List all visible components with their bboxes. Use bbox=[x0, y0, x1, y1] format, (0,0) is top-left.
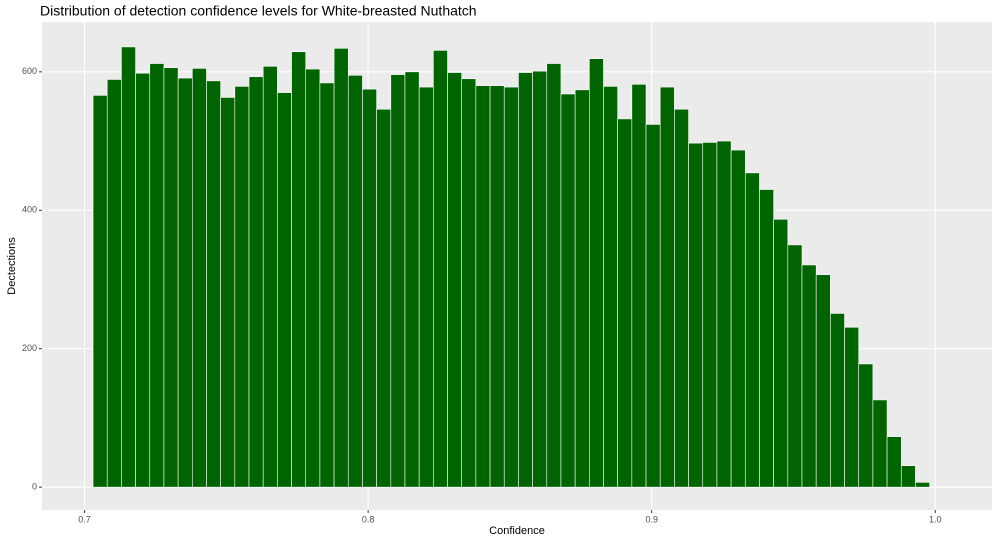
bar bbox=[744, 172, 760, 488]
bar bbox=[886, 436, 902, 488]
bar bbox=[135, 72, 151, 488]
y-tick-label: 600 bbox=[22, 66, 37, 76]
y-tick-label: 0 bbox=[32, 482, 37, 492]
bar bbox=[489, 85, 505, 488]
bar bbox=[631, 83, 647, 488]
bar bbox=[347, 74, 363, 488]
x-axis-title: Confidence bbox=[489, 525, 545, 537]
bar bbox=[475, 85, 491, 488]
bar bbox=[503, 86, 519, 488]
bar bbox=[461, 78, 477, 488]
y-axis-title: Dectections bbox=[6, 237, 18, 295]
bar bbox=[518, 72, 533, 488]
bar bbox=[305, 68, 321, 488]
bar bbox=[433, 50, 448, 488]
bar bbox=[404, 71, 420, 488]
bar bbox=[106, 79, 122, 488]
bar bbox=[872, 399, 888, 488]
bar bbox=[645, 124, 661, 488]
bar bbox=[149, 63, 165, 488]
bar bbox=[234, 86, 250, 488]
x-tick-label: 0.8 bbox=[362, 514, 375, 524]
bar bbox=[177, 77, 193, 488]
bar bbox=[773, 218, 789, 488]
bar bbox=[617, 118, 633, 488]
bar bbox=[418, 86, 434, 488]
bar bbox=[603, 86, 618, 488]
bar bbox=[206, 80, 221, 488]
bar bbox=[759, 189, 774, 488]
bar bbox=[121, 46, 136, 488]
bar bbox=[333, 48, 349, 488]
bar bbox=[787, 244, 803, 488]
bar bbox=[858, 363, 874, 488]
bar bbox=[702, 142, 718, 488]
bar bbox=[716, 140, 732, 488]
x-tick-label: 0.9 bbox=[645, 514, 658, 524]
bar bbox=[900, 465, 916, 488]
bar bbox=[447, 72, 463, 488]
y-tick-label: 200 bbox=[22, 343, 37, 353]
bar bbox=[674, 108, 689, 488]
chart-title: Distribution of detection confidence lev… bbox=[40, 3, 477, 19]
bar bbox=[830, 313, 845, 488]
bar bbox=[844, 326, 860, 488]
x-tick-label: 0.7 bbox=[78, 514, 91, 524]
bar bbox=[191, 68, 207, 488]
y-tick-label: 400 bbox=[22, 205, 37, 215]
bar bbox=[659, 86, 675, 488]
x-tick-label: 1.0 bbox=[929, 514, 942, 524]
bar bbox=[248, 76, 264, 488]
bar bbox=[390, 74, 406, 488]
bar bbox=[815, 274, 831, 488]
bar bbox=[262, 66, 278, 488]
bar bbox=[220, 97, 236, 488]
bar bbox=[688, 142, 704, 488]
bar bbox=[362, 88, 377, 488]
bar bbox=[376, 108, 392, 488]
bar bbox=[915, 482, 930, 488]
bar bbox=[277, 92, 292, 488]
bar bbox=[589, 58, 604, 488]
bar bbox=[92, 95, 108, 488]
bar bbox=[730, 149, 746, 488]
bar bbox=[319, 82, 335, 488]
bar bbox=[291, 51, 307, 488]
bar bbox=[532, 70, 548, 488]
bar bbox=[163, 67, 179, 488]
bar bbox=[560, 93, 576, 488]
bar bbox=[546, 63, 562, 488]
bar bbox=[574, 89, 590, 488]
bar bbox=[801, 264, 817, 488]
